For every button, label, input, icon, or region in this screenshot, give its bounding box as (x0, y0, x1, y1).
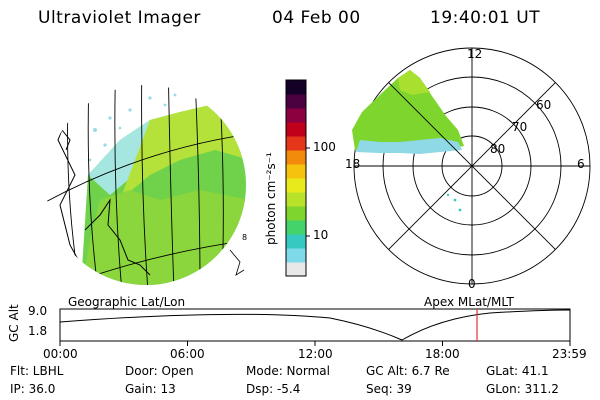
timeline-x-tick-2: 12:00 (298, 347, 333, 361)
polar-hour-12: 12 (467, 47, 483, 61)
colorbar-swatch (286, 108, 306, 123)
colorbar-swatch (286, 94, 306, 109)
polar-plot (352, 47, 591, 285)
colorbar-unit-label: photon cm⁻²s⁻¹ (264, 152, 278, 245)
timeline-y-tick-bottom: 1.8 (28, 324, 48, 338)
colorbar-swatch (286, 164, 306, 179)
colorbar-swatch (286, 150, 306, 165)
polar-lat-60: 60 (536, 98, 552, 112)
status-glon: GLon: 311.2 (486, 382, 559, 396)
colorbar-swatch (286, 248, 306, 263)
colorbar-swatch (286, 136, 306, 151)
status-filter: Flt: LBHL (10, 364, 64, 378)
polar-hour-0: 0 (468, 277, 476, 291)
svg-text:8: 8 (242, 233, 247, 242)
status-dsp: Dsp: -5.4 (246, 382, 301, 396)
colorbar-swatch (286, 262, 306, 277)
timeline-x-tick-3: 18:00 (425, 347, 460, 361)
colorbar-swatch (286, 192, 306, 207)
polar-lat-80: 80 (490, 142, 506, 156)
instrument-title: Ultraviolet Imager (38, 8, 201, 28)
status-glat: GLat: 41.1 (486, 364, 549, 378)
polar-hour-18: 18 (345, 157, 361, 171)
timeline-y-tick-top: 9.0 (28, 304, 48, 318)
polar-lat-70: 70 (512, 120, 528, 134)
status-ip: IP: 36.0 (10, 382, 56, 396)
status-gc-alt: GC Alt: 6.7 Re (366, 364, 450, 378)
status-door: Door: Open (125, 364, 194, 378)
timeline-y-axis-label: GC Alt (7, 304, 21, 342)
geographic-image: 8 (46, 85, 247, 285)
colorbar-swatch (286, 206, 306, 221)
colorbar-swatch (286, 122, 306, 137)
observation-date: 04 Feb 00 (272, 8, 361, 28)
colorbar-swatch (286, 80, 306, 95)
altitude-timeline (59, 308, 571, 346)
colorbar-tick-10: 10 (313, 228, 329, 242)
colorbar-swatch (286, 234, 306, 249)
status-seq: Seq: 39 (366, 382, 412, 396)
timeline-x-tick-1: 06:00 (170, 347, 205, 361)
colorbar (285, 79, 310, 277)
colorbar-swatch (286, 178, 306, 193)
timeline-left-label: Geographic Lat/Lon (68, 295, 186, 309)
status-mode: Mode: Normal (246, 364, 330, 378)
timeline-x-tick-0: 00:00 (43, 347, 78, 361)
colorbar-swatch (286, 220, 306, 235)
colorbar-tick-100: 100 (313, 140, 336, 154)
polar-hour-6: 6 (577, 157, 585, 171)
observation-time: 19:40:01 UT (430, 8, 541, 28)
timeline-right-label: Apex MLat/MLT (424, 295, 514, 309)
timeline-x-tick-4: 23:59 (552, 347, 587, 361)
colorbar-frame (285, 79, 307, 277)
status-gain: Gain: 13 (125, 382, 176, 396)
